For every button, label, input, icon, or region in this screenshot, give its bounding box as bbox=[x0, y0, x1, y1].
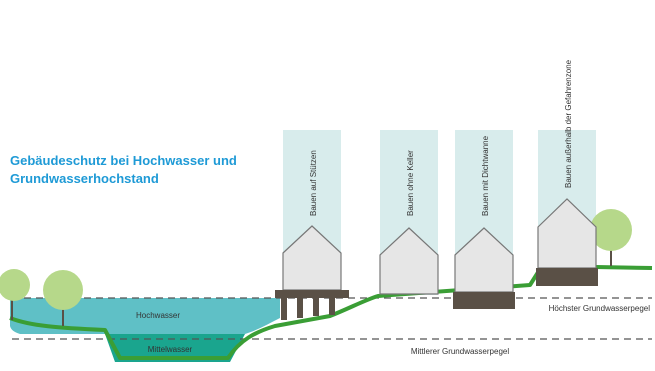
tree-left-2 bbox=[43, 270, 83, 326]
house-outside-zone bbox=[536, 198, 598, 286]
label-mean-groundwater: Mittlerer Grundwasserpegel bbox=[411, 347, 509, 356]
house-on-stilts bbox=[275, 225, 349, 320]
label-sealed-basement: Bauen mit Dichtwanne bbox=[481, 135, 490, 216]
house-sealed-basement bbox=[453, 227, 515, 309]
title-line-1: Gebäudeschutz bei Hochwasser und bbox=[10, 153, 237, 168]
flood-water bbox=[10, 298, 280, 334]
title-line-2: Grundwasserhochstand bbox=[10, 171, 159, 186]
tree-right bbox=[590, 209, 632, 266]
tree-left bbox=[0, 269, 30, 320]
mean-water bbox=[105, 334, 245, 362]
label-no-basement: Bauen ohne Keller bbox=[406, 150, 415, 216]
ground-line bbox=[9, 264, 653, 360]
label-flood-water: Hochwasser bbox=[136, 311, 180, 320]
label-outside-zone: Bauen außerhalb der Gefahrenzone bbox=[564, 59, 573, 188]
diagram-title: Gebäudeschutz bei Hochwasser und Grundwa… bbox=[10, 152, 237, 188]
label-mean-water: Mittelwasser bbox=[148, 345, 193, 354]
house-no-basement bbox=[379, 227, 439, 295]
label-highest-groundwater: Höchster Grundwasserpegel bbox=[549, 304, 651, 313]
label-stilts: Bauen auf Stützen bbox=[309, 150, 318, 216]
